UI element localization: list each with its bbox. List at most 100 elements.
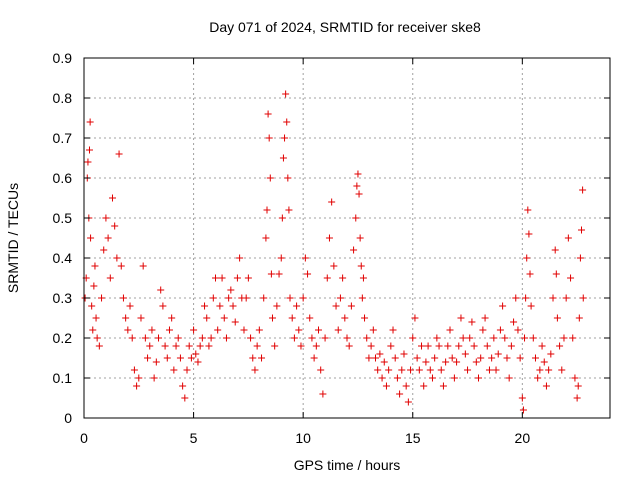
data-point: [108, 194, 116, 202]
data-point: [240, 326, 248, 334]
data-point: [310, 354, 318, 362]
data-point: [102, 214, 110, 222]
data-point: [442, 358, 450, 366]
data-point: [260, 294, 268, 302]
data-point: [84, 158, 92, 166]
data-point: [526, 270, 534, 278]
data-point: [133, 382, 141, 390]
data-point: [376, 350, 384, 358]
y-tick-label: 0.7: [53, 130, 73, 146]
data-point: [540, 358, 548, 366]
data-point: [308, 334, 316, 342]
data-point: [365, 354, 373, 362]
data-point: [113, 254, 121, 262]
data-point: [439, 382, 447, 390]
data-point: [209, 294, 217, 302]
data-point: [117, 262, 125, 270]
data-point: [551, 246, 559, 254]
data-point: [227, 286, 235, 294]
data-point: [92, 314, 100, 322]
data-point: [418, 342, 426, 350]
data-point: [355, 190, 363, 198]
data-point: [485, 366, 493, 374]
data-point: [409, 334, 417, 342]
data-point: [89, 326, 97, 334]
data-point: [319, 390, 327, 398]
data-point: [547, 350, 555, 358]
data-point: [244, 274, 252, 282]
data-point: [382, 382, 390, 390]
data-point: [214, 326, 222, 334]
data-point: [363, 334, 371, 342]
data-point: [263, 206, 271, 214]
data-point: [100, 246, 108, 254]
data-point: [350, 246, 358, 254]
data-point: [578, 226, 586, 234]
data-point: [411, 314, 419, 322]
data-point: [141, 334, 149, 342]
data-point: [512, 294, 520, 302]
data-point: [483, 342, 491, 350]
data-point: [85, 146, 93, 154]
data-point: [472, 358, 480, 366]
data-point: [374, 366, 382, 374]
y-tick-label: 0.3: [53, 290, 73, 306]
data-point: [225, 294, 233, 302]
data-point: [236, 254, 244, 262]
data-point: [165, 326, 173, 334]
data-point: [332, 302, 340, 310]
data-point: [233, 274, 241, 282]
data-point: [297, 342, 305, 350]
data-point: [253, 342, 261, 350]
chart-title: Day 071 of 2024, SRMTID for receiver ske…: [209, 19, 481, 35]
data-point: [564, 234, 572, 242]
data-point: [534, 374, 542, 382]
data-point: [524, 206, 532, 214]
data-point: [90, 282, 98, 290]
data-point: [130, 366, 138, 374]
data-point: [255, 326, 263, 334]
data-point: [183, 366, 191, 374]
data-point: [150, 374, 158, 382]
data-point: [536, 366, 544, 374]
data-point: [461, 350, 469, 358]
data-point: [552, 270, 560, 278]
data-point: [560, 334, 568, 342]
data-point: [152, 358, 160, 366]
data-point: [201, 302, 209, 310]
data-point: [106, 274, 114, 282]
y-tick-label: 0: [64, 410, 72, 426]
x-tick-label: 20: [515, 430, 531, 446]
data-point: [407, 366, 415, 374]
x-tick-label: 10: [295, 430, 311, 446]
data-point: [161, 342, 169, 350]
data-point: [179, 382, 187, 390]
data-point: [119, 294, 127, 302]
data-point: [176, 354, 184, 362]
data-point: [205, 342, 213, 350]
data-point: [343, 334, 351, 342]
data-point: [321, 334, 329, 342]
data-point: [538, 342, 546, 350]
x-tick-label: 5: [190, 430, 198, 446]
data-point: [137, 314, 145, 322]
y-tick-label: 0.5: [53, 210, 73, 226]
data-point: [288, 314, 296, 322]
data-point: [354, 170, 362, 178]
data-point: [271, 342, 279, 350]
data-point: [146, 342, 154, 350]
data-point: [402, 382, 410, 390]
data-point: [126, 302, 134, 310]
data-point: [87, 234, 95, 242]
data-point: [323, 274, 331, 282]
data-point: [220, 314, 228, 322]
data-point: [579, 186, 587, 194]
data-point: [277, 254, 285, 262]
data-point: [91, 262, 99, 270]
data-point: [477, 354, 485, 362]
data-point: [334, 326, 342, 334]
data-point: [124, 326, 132, 334]
data-point: [574, 382, 582, 390]
data-point: [496, 326, 504, 334]
data-point: [301, 254, 309, 262]
